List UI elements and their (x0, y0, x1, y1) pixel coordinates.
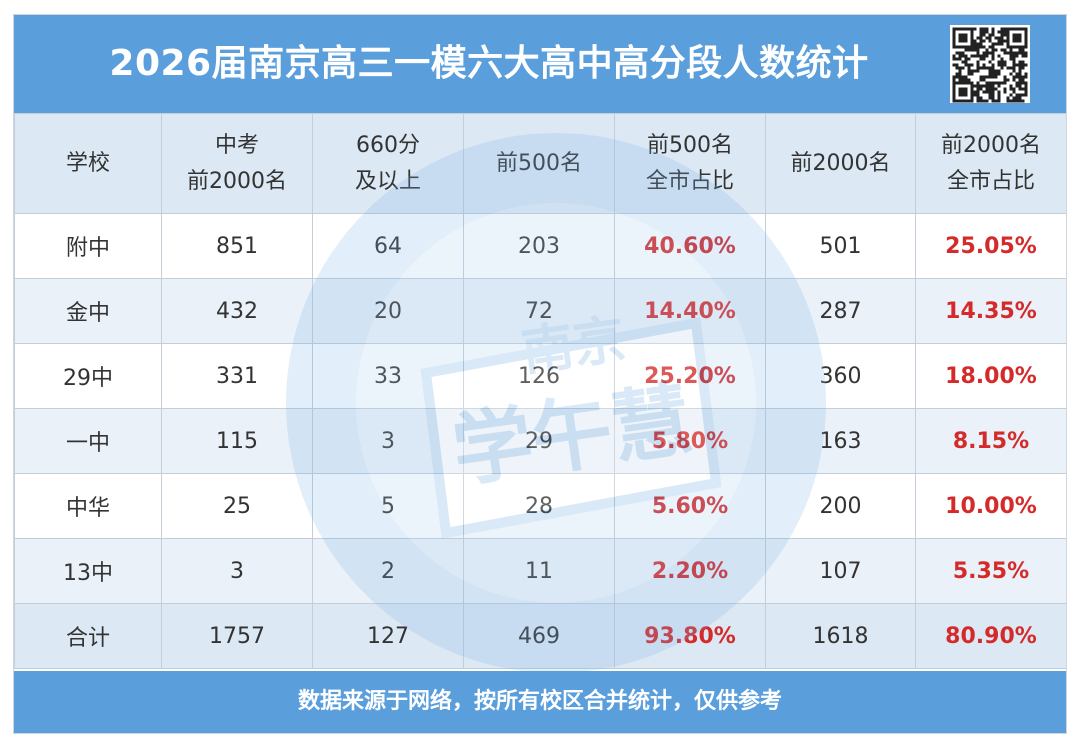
header-top2000-share: 前2000名 全市占比 (915, 113, 1066, 214)
cell-top2000: 107 (765, 538, 916, 604)
table-row: 一中 115 3 29 5.80% 163 8.15% (14, 408, 1066, 474)
header-top2000: 前2000名 (765, 113, 916, 214)
cell-zhongkao: 115 (161, 408, 313, 474)
cell-top500: 126 (463, 343, 615, 409)
cell-top500: 469 (463, 603, 615, 669)
cell-school: 合计 (14, 603, 162, 669)
table-row: 附中 851 64 203 40.60% 501 25.05% (14, 213, 1066, 279)
cell-top2000-share: 25.05% (915, 213, 1066, 279)
cell-zhongkao: 851 (161, 213, 313, 279)
cell-top2000: 1618 (765, 603, 916, 669)
cell-660: 3 (312, 408, 464, 474)
cell-top500-share: 5.60% (614, 473, 766, 539)
page-title: 2026届南京高三一模六大高中高分段人数统计 (109, 43, 869, 84)
cell-zhongkao: 25 (161, 473, 313, 539)
table-row: 金中 432 20 72 14.40% 287 14.35% (14, 278, 1066, 344)
cell-top500-share: 2.20% (614, 538, 766, 604)
cell-zhongkao: 1757 (161, 603, 313, 669)
table-row: 中华 25 5 28 5.60% 200 10.00% (14, 473, 1066, 539)
header-660-and-above: 660分 及以上 (312, 113, 464, 214)
cell-top2000-share: 14.35% (915, 278, 1066, 344)
cell-school: 中华 (14, 473, 162, 539)
header-top500: 前500名 (463, 113, 615, 214)
cell-660: 20 (312, 278, 464, 344)
table-row: 29中 331 33 126 25.20% 360 18.00% (14, 343, 1066, 409)
cell-school: 29中 (14, 343, 162, 409)
stats-card: 2026届南京高三一模六大高中高分段人数统计 学校 中考 前2000名 660分及… (13, 14, 1067, 734)
cell-top500: 28 (463, 473, 615, 539)
cell-top500: 29 (463, 408, 615, 474)
cell-school: 13中 (14, 538, 162, 604)
cell-top500: 203 (463, 213, 615, 279)
cell-top500-share: 25.20% (614, 343, 766, 409)
cell-660: 127 (312, 603, 464, 669)
cell-school: 一中 (14, 408, 162, 474)
cell-660: 2 (312, 538, 464, 604)
cell-school: 金中 (14, 278, 162, 344)
cell-zhongkao: 331 (161, 343, 313, 409)
cell-top500-share: 93.80% (614, 603, 766, 669)
stats-table: 学校 中考 前2000名 660分 及以上 前500名 前500名 全市占比 前200… (14, 113, 1066, 669)
cell-school: 附中 (14, 213, 162, 279)
header-top500-share: 前500名 全市占比 (614, 113, 766, 214)
cell-top2000-share: 8.15% (915, 408, 1066, 474)
cell-top2000-share: 80.90% (915, 603, 1066, 669)
cell-top2000: 501 (765, 213, 916, 279)
cell-top2000: 200 (765, 473, 916, 539)
table-header-row: 学校 中考 前2000名 660分 及以上 前500名 前500名 全市占比 前200… (14, 113, 1066, 214)
header-zhongkao-top2000: 中考 前2000名 (161, 113, 313, 214)
cell-top500: 72 (463, 278, 615, 344)
cell-top500-share: 14.40% (614, 278, 766, 344)
qr-code-icon (950, 25, 1030, 103)
footer-note: 数据来源于网络，按所有校区合并统计，仅供参考 (14, 671, 1066, 733)
table-row: 13中 3 2 11 2.20% 107 5.35% (14, 538, 1066, 604)
cell-top2000: 163 (765, 408, 916, 474)
cell-top2000: 360 (765, 343, 916, 409)
header-school: 学校 (14, 113, 162, 214)
cell-top2000: 287 (765, 278, 916, 344)
cell-660: 5 (312, 473, 464, 539)
title-banner: 2026届南京高三一模六大高中高分段人数统计 (14, 15, 1066, 114)
cell-zhongkao: 3 (161, 538, 313, 604)
cell-top2000-share: 10.00% (915, 473, 1066, 539)
cell-top2000-share: 5.35% (915, 538, 1066, 604)
cell-660: 33 (312, 343, 464, 409)
cell-top500-share: 40.60% (614, 213, 766, 279)
cell-top2000-share: 18.00% (915, 343, 1066, 409)
cell-top500: 11 (463, 538, 615, 604)
cell-zhongkao: 432 (161, 278, 313, 344)
cell-top500-share: 5.80% (614, 408, 766, 474)
cell-660: 64 (312, 213, 464, 279)
table-total-row: 合计 1757 127 469 93.80% 1618 80.90% (14, 603, 1066, 669)
